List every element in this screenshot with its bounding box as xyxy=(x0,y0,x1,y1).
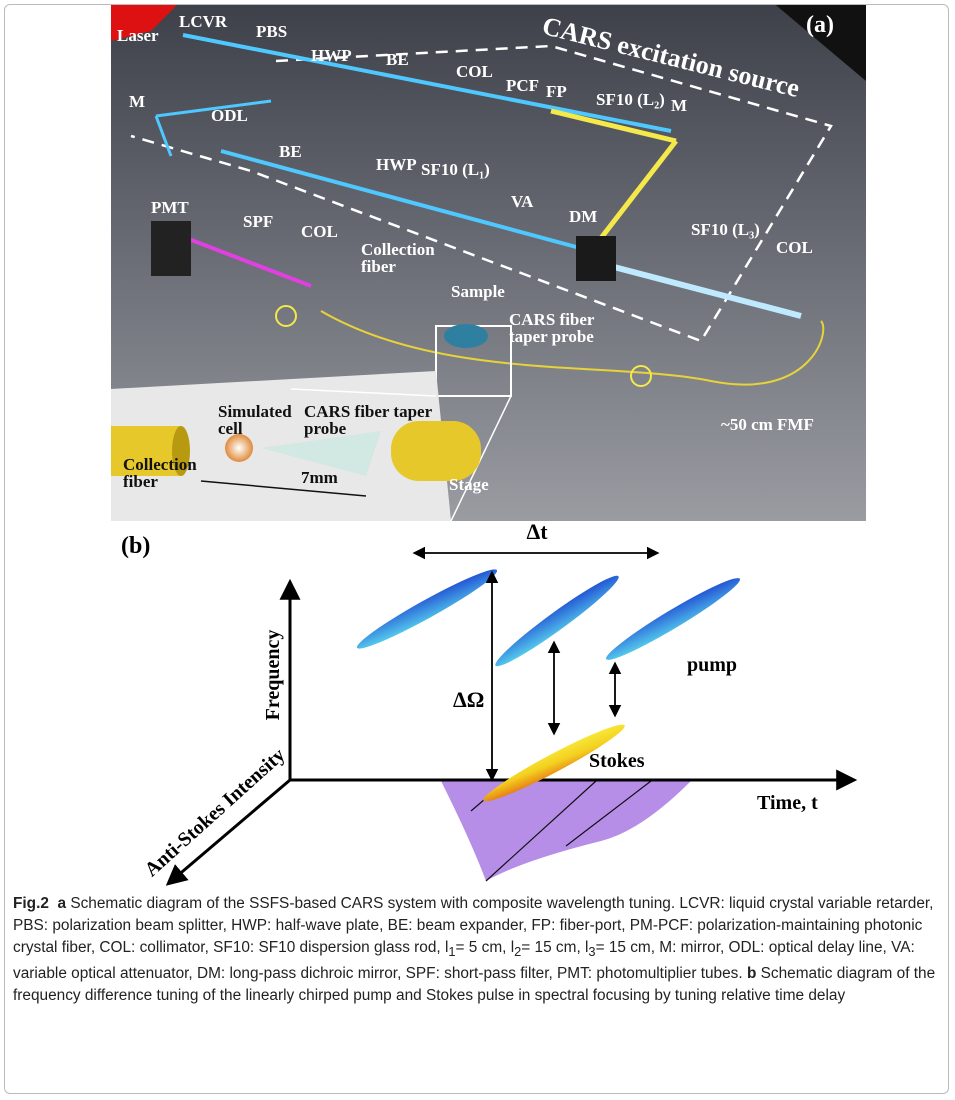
time-axis-label: Time, t xyxy=(757,792,818,814)
frequency-axis-label: Frequency xyxy=(262,630,284,721)
panel-b: (b) Δt ΔΩ pump Stokes Time, t Frequency … xyxy=(4,4,949,891)
delta-t-label: Δt xyxy=(526,519,548,544)
caption: Fig.2 a Schematic diagram of the SSFS-ba… xyxy=(13,893,938,1007)
intensity-axis-label: Anti-Stokes Intensity xyxy=(141,744,290,881)
caption-text: = 5 cm, l xyxy=(456,939,515,956)
pump-label: pump xyxy=(687,654,737,676)
caption-figure-number: Fig.2 xyxy=(13,895,49,912)
delta-omega-label: ΔΩ xyxy=(453,687,484,712)
caption-panel-letter: b xyxy=(747,965,756,982)
caption-panel-letter: a xyxy=(57,895,66,912)
caption-subscript: 3 xyxy=(588,944,595,959)
caption-subscript: 1 xyxy=(448,944,455,959)
stokes-label: Stokes xyxy=(589,750,645,772)
caption-text: = 15 cm, l xyxy=(521,939,588,956)
panel-tag: (b) xyxy=(121,533,150,559)
